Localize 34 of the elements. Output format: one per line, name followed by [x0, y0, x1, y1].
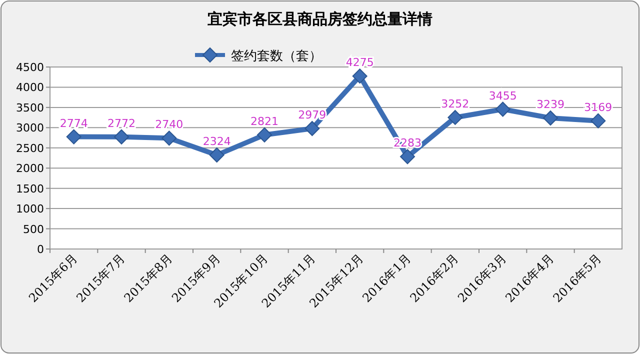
y-tick-label: 500 — [23, 222, 44, 236]
data-label: 2774 — [60, 116, 88, 130]
point — [590, 113, 606, 128]
point — [400, 149, 415, 164]
point — [162, 130, 177, 146]
point — [543, 110, 558, 126]
data-label: 2772 — [108, 116, 136, 130]
point — [304, 121, 320, 136]
data-label: 3252 — [441, 97, 470, 110]
y-tick-label: 4000 — [16, 81, 44, 94]
y-tick-label: 2500 — [16, 142, 44, 155]
y-tick-label: 3000 — [16, 122, 44, 135]
y-tick-label: 3500 — [16, 101, 44, 114]
y-tick-label: 0 — [37, 243, 44, 256]
point — [257, 127, 272, 142]
y-tick-label: 1500 — [16, 182, 44, 196]
point — [448, 110, 463, 125]
data-label: 3239 — [536, 98, 564, 111]
point — [495, 102, 510, 117]
y-tick-label: 1000 — [16, 202, 44, 216]
data-label: 2324 — [202, 135, 231, 148]
point — [352, 68, 368, 84]
y-tick-label: 4500 — [16, 61, 44, 74]
data-label: 2821 — [250, 114, 278, 128]
point — [114, 129, 129, 144]
point — [66, 129, 82, 144]
legend-label: 签约套数（套） — [231, 49, 322, 64]
y-tick-label: 2000 — [16, 162, 44, 176]
data-label: 3455 — [488, 89, 517, 102]
data-label: 2740 — [155, 118, 184, 132]
chart-title: 宜宾市各区县商品房签约总量详情 — [208, 10, 432, 28]
point — [209, 148, 224, 163]
data-label: 3169 — [584, 100, 612, 114]
data-label: 4275 — [346, 56, 374, 70]
